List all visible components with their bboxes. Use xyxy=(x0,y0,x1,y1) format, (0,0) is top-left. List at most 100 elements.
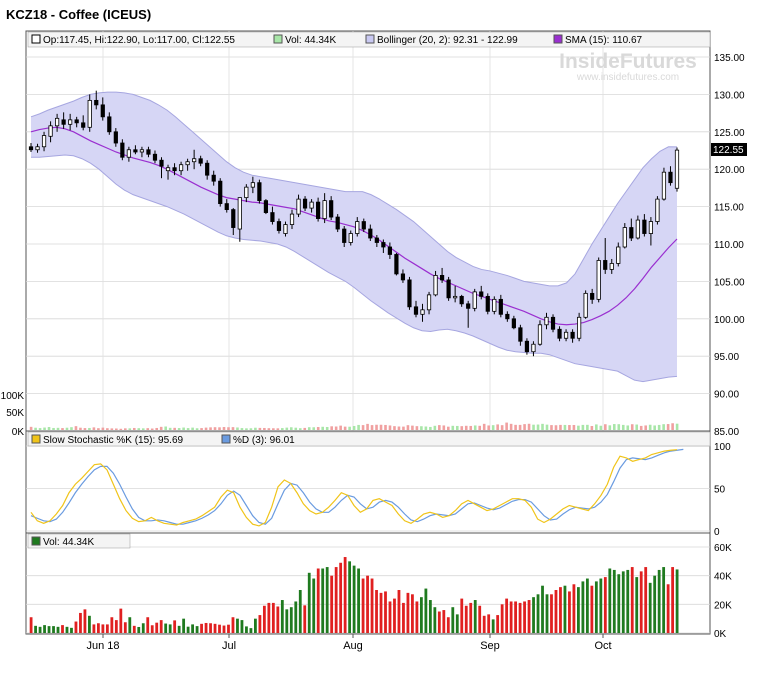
overlay-volume-bar xyxy=(442,425,446,430)
candle-up xyxy=(674,149,680,189)
volume-bar xyxy=(442,610,446,633)
candle-down xyxy=(518,327,523,342)
candle-down xyxy=(224,203,229,210)
stoch-d-swatch xyxy=(221,434,231,444)
overlay-volume-bar xyxy=(137,428,141,430)
overlay-volume-bar xyxy=(586,424,589,430)
overlay-volume-bar xyxy=(527,423,531,430)
overlay-volume-bar xyxy=(240,428,244,430)
candle-down xyxy=(335,216,340,230)
candle-down xyxy=(466,303,471,309)
candle-down xyxy=(511,318,516,329)
volume-bar xyxy=(312,578,316,633)
overlay-volume-bar xyxy=(245,428,248,430)
overlay-volume-bar xyxy=(568,425,571,430)
overlay-volume-bar xyxy=(455,425,459,430)
volume-bar xyxy=(141,623,145,633)
volume-bar xyxy=(527,600,531,633)
bollinger-band xyxy=(30,91,678,383)
volume-bar xyxy=(419,597,423,633)
overlay-volume-bar xyxy=(541,423,544,430)
candle-down xyxy=(668,171,673,184)
overlay-volume-bar xyxy=(518,424,522,430)
sma-line xyxy=(30,126,678,326)
overlay-volume-bar xyxy=(321,426,324,430)
overlay-volume-bar xyxy=(146,428,150,430)
overlay-volume-bar xyxy=(500,425,504,430)
volume-bar xyxy=(227,624,230,633)
last-price-box xyxy=(711,143,747,156)
volume-bar xyxy=(514,601,517,633)
overlay-volume-bar xyxy=(487,425,490,430)
overlay-volume-bar xyxy=(115,428,118,430)
candle-up xyxy=(563,331,569,339)
volume-bar xyxy=(159,620,163,633)
candle-up xyxy=(309,201,314,209)
candle-up xyxy=(426,294,432,311)
candle-up xyxy=(492,298,497,312)
overlay-volume-bar xyxy=(186,428,190,430)
volume-bar xyxy=(608,568,612,633)
overlay-volume-bar xyxy=(433,425,437,430)
overlay-volume-bar xyxy=(70,427,73,430)
volume-bar xyxy=(487,614,491,633)
overlay-volume-bar xyxy=(554,425,558,430)
volume-bar xyxy=(110,617,114,633)
volume-bar xyxy=(316,568,320,633)
candle-down xyxy=(133,149,138,153)
overlay-volume-bar xyxy=(200,428,203,430)
candle-down xyxy=(570,331,575,339)
price-tick-label: 115.00 xyxy=(714,203,744,214)
volume-bar xyxy=(653,575,657,633)
overlay-volume-bar xyxy=(532,424,535,430)
volume-bar xyxy=(563,585,567,633)
overlay-volume-bar xyxy=(281,428,284,430)
candle-up xyxy=(41,135,47,148)
candle-down xyxy=(459,295,464,305)
candle-down xyxy=(120,142,125,158)
candle-down xyxy=(524,340,530,353)
overlay-volume-bar xyxy=(577,425,580,430)
bollinger-upper-line xyxy=(30,91,678,287)
volume-bar xyxy=(568,591,571,633)
price-tick-label: 130.00 xyxy=(714,90,745,101)
overlay-volume-bar xyxy=(65,427,69,430)
volume-bar xyxy=(321,568,325,633)
overlay-volume-bar xyxy=(56,427,60,430)
volume-axis: 60K 40K 20K 0K xyxy=(714,543,732,640)
overlay-volume-bar xyxy=(222,427,226,430)
volume-bar xyxy=(491,619,495,633)
volume-bar xyxy=(298,590,302,633)
candle-up xyxy=(531,343,536,353)
candle-down xyxy=(172,167,177,172)
date-tick-label: Aug xyxy=(343,640,363,652)
volume-bar xyxy=(541,585,544,633)
overlay-volume-bar xyxy=(303,427,307,430)
legend-vol-bottom: Vol: 44.34K xyxy=(43,537,94,548)
candle-down xyxy=(479,291,484,297)
volume-bar xyxy=(105,624,109,633)
volume-bar xyxy=(482,615,486,633)
volume-bar xyxy=(437,611,441,633)
candle-up xyxy=(655,198,660,222)
volume-bar xyxy=(182,618,186,633)
volume-bar xyxy=(473,600,477,633)
overlay-volume-bar xyxy=(563,424,567,430)
volume-bar xyxy=(56,626,60,633)
overlay-volume-bar xyxy=(464,425,468,430)
overlay-volume-tick-label: 0K xyxy=(12,427,25,438)
volume-bar xyxy=(357,568,360,633)
overlay-volume-bar xyxy=(612,424,616,430)
volume-bar xyxy=(635,577,639,633)
last-price-label: 122.55 xyxy=(713,145,744,156)
candle-down xyxy=(205,162,210,176)
volume-bar xyxy=(43,625,46,633)
date-tick-label: Jun 18 xyxy=(86,640,119,652)
overlay-volume-bar xyxy=(52,427,55,430)
volume-bar xyxy=(671,567,675,633)
candle-up xyxy=(55,117,60,127)
candle-down xyxy=(159,159,164,167)
overlay-volume-bar xyxy=(307,427,311,430)
overlay-volume-bar xyxy=(79,427,82,430)
volume-bar xyxy=(218,624,221,633)
